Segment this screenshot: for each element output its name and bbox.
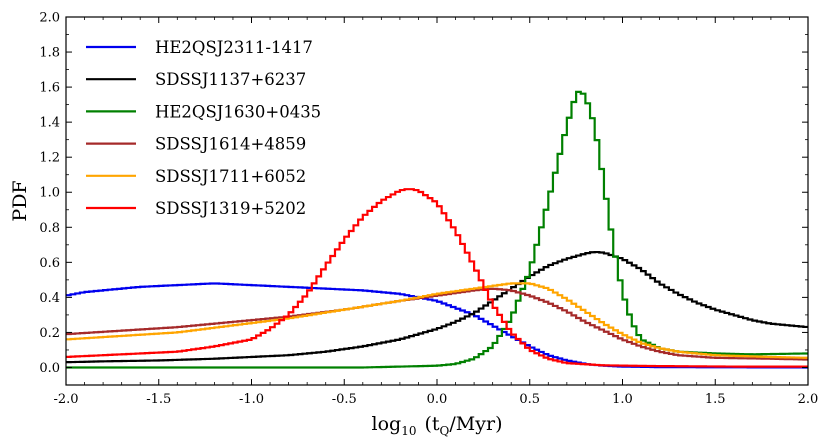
y-tick-label: 1.4 [39, 116, 60, 131]
series-line-2 [66, 250, 808, 364]
x-axis-label: log10 (tQ/Myr) [372, 413, 503, 438]
legend-label-3: HE2QSJ1630+0435 [155, 102, 321, 121]
y-tick-label: 0.8 [39, 221, 60, 236]
x-tick-label: -2.0 [53, 392, 78, 407]
legend-label-4: SDSSJ1614+4859 [155, 135, 306, 154]
x-tick-label: -0.5 [332, 392, 357, 407]
y-tick-label: 1.6 [39, 81, 60, 96]
x-label-log: log [372, 413, 402, 435]
y-tick-label: 0.6 [39, 256, 60, 271]
x-tick-label: 2.0 [798, 392, 819, 407]
y-tick-label: 2.0 [39, 11, 60, 26]
ticks-layer: -2.0 -1.5 -1.0 -0.5 0.0 0.5 1.0 1.5 2.0 0.0 0.2 0.4… [39, 11, 818, 408]
x-label-sub: 10 [401, 424, 416, 438]
legend: HE2QSJ2311-1417 SDSSJ1137+6237 HE2QSJ1630+… [86, 38, 321, 218]
y-tick-label: 1.8 [39, 46, 60, 61]
y-tick-label: 0.0 [39, 361, 60, 376]
x-label-close: /Myr) [449, 413, 502, 435]
y-tick-label: 0.4 [39, 291, 60, 306]
x-label-open: (t [424, 413, 439, 435]
series-line-5 [66, 282, 808, 359]
x-tick-label: -1.5 [146, 392, 171, 407]
x-label-q: Q [440, 424, 450, 438]
x-tick-label: 0.5 [519, 392, 540, 407]
y-tick-label: 1.2 [39, 151, 60, 166]
series-line-6 [66, 188, 808, 368]
series-line-3 [66, 90, 808, 369]
y-axis-label: PDF [9, 180, 31, 221]
legend-label-5: SDSSJ1711+6052 [155, 167, 306, 186]
y-tick-label: 1.0 [39, 186, 60, 201]
x-tick-label: 0.0 [427, 392, 448, 407]
y-tick-label: 0.2 [39, 326, 60, 341]
x-tick-label: -1.0 [239, 392, 264, 407]
legend-label-6: SDSSJ1319+5202 [155, 199, 306, 218]
legend-label-1: HE2QSJ2311-1417 [155, 38, 313, 57]
x-tick-label: 1.5 [705, 392, 726, 407]
legend-label-2: SDSSJ1137+6237 [155, 70, 306, 89]
x-tick-label: 1.0 [612, 392, 633, 407]
series-line-4 [66, 287, 808, 361]
series-layer [66, 90, 808, 369]
